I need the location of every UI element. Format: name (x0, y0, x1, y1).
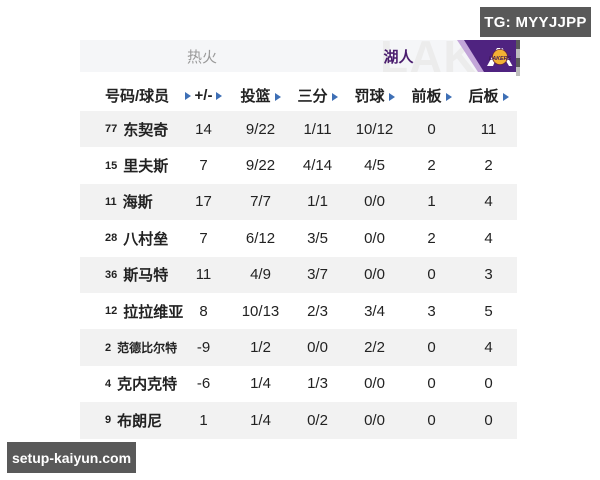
svg-text:LAKERS: LAKERS (489, 56, 512, 62)
